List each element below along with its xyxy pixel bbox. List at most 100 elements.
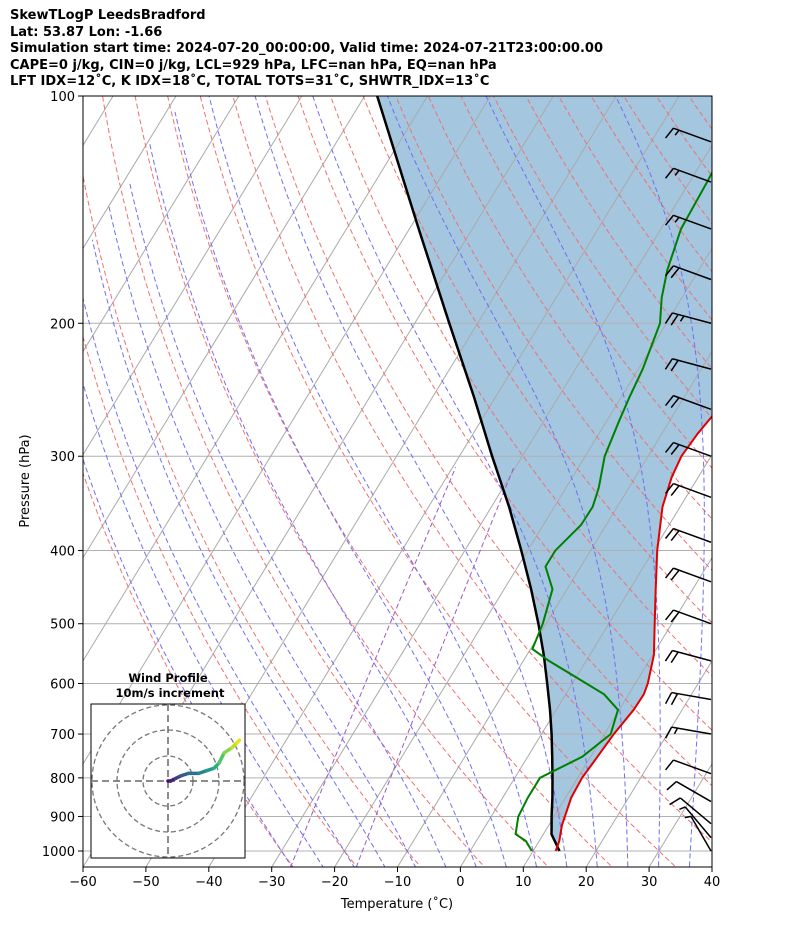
wind-barb bbox=[666, 780, 712, 803]
wind-barb-flag bbox=[670, 693, 679, 706]
moist-adiabat bbox=[83, 296, 355, 867]
wind-barb bbox=[664, 482, 712, 498]
dry-adiabat bbox=[83, 334, 358, 867]
dry-adiabat bbox=[330, 96, 712, 677]
y-tick-label: 800 bbox=[50, 772, 75, 787]
wind-barb-flag bbox=[664, 127, 674, 139]
wind-barb-staff bbox=[671, 691, 712, 701]
mixing-ratio-line bbox=[290, 467, 457, 867]
wind-barb-staff bbox=[672, 312, 712, 325]
wind-barb-flag bbox=[670, 611, 680, 623]
wind-barb-staff bbox=[673, 759, 712, 775]
wind-barb-flag bbox=[664, 483, 674, 494]
wind-barb-flag bbox=[670, 651, 679, 664]
wind-barb-half bbox=[684, 815, 692, 819]
mixing-ratio-line bbox=[355, 467, 515, 867]
wind-barb-staff bbox=[690, 815, 712, 852]
wind-barb-staff bbox=[673, 394, 712, 411]
x-tick-label: −50 bbox=[132, 875, 159, 890]
chart-title: SkewTLogP LeedsBradford bbox=[10, 8, 206, 23]
wind-barb bbox=[664, 609, 712, 625]
y-tick-label: 100 bbox=[50, 90, 75, 105]
x-tick-label: 20 bbox=[578, 875, 595, 890]
dry-adiabat bbox=[102, 96, 486, 867]
cape-cin-shading bbox=[377, 96, 712, 851]
wind-barb-staff bbox=[673, 127, 712, 143]
wind-barb-staff bbox=[673, 265, 712, 281]
hodograph-ring-30 bbox=[91, 704, 245, 858]
y-axis-label: Pressure (hPa) bbox=[18, 434, 33, 527]
moist-adiabat bbox=[615, 96, 705, 867]
wind-barb-flag bbox=[669, 797, 681, 806]
isotherm bbox=[766, 79, 794, 882]
wind-barb-flag bbox=[664, 528, 674, 539]
y-tick-label: 900 bbox=[50, 810, 75, 825]
wind-barb-staff bbox=[673, 527, 712, 543]
x-tick-label: −10 bbox=[384, 875, 411, 890]
wind-barb-staff bbox=[673, 567, 712, 583]
indices-line-2: LFT IDX=12˚C, K IDX=18˚C, TOTAL TOTS=31˚… bbox=[10, 74, 490, 90]
wind-barb bbox=[664, 441, 712, 457]
x-tick-label: −40 bbox=[195, 875, 222, 890]
wind-barb-flag bbox=[670, 359, 679, 372]
wind-barb-flag bbox=[664, 358, 673, 370]
wind-barb bbox=[664, 691, 712, 706]
wind-barb-flag bbox=[666, 82, 674, 92]
y-axis: 100 200 300 400 500 600 700 800 900 1000 bbox=[42, 90, 83, 860]
moist-adiabat bbox=[208, 96, 538, 867]
wind-barb bbox=[664, 214, 712, 230]
wind-profile-inset: Wind Profile 10m/s increment bbox=[90, 671, 246, 859]
wind-barb-flag bbox=[670, 444, 680, 455]
isotherm bbox=[711, 866, 712, 867]
y-tick-label: 200 bbox=[50, 317, 75, 332]
wind-barb-staff bbox=[708, 96, 711, 97]
wind-barb-flag bbox=[664, 442, 674, 453]
wind-barb-flag bbox=[664, 167, 674, 179]
wind-barb-staff bbox=[673, 441, 712, 457]
moist-adiabat bbox=[485, 96, 661, 867]
wind-barb bbox=[664, 167, 712, 183]
x-tick-label: 10 bbox=[515, 875, 532, 890]
wind-barb-staff bbox=[673, 214, 712, 230]
isotherm bbox=[83, 96, 492, 765]
dry-adiabat bbox=[590, 96, 712, 273]
moist-adiabat bbox=[148, 141, 477, 867]
wind-barb bbox=[664, 358, 712, 372]
x-tick-label: −60 bbox=[69, 875, 96, 890]
wind-barb-flag bbox=[670, 267, 680, 279]
dry-adiabat bbox=[395, 96, 712, 572]
y-tick-label: 700 bbox=[50, 728, 75, 743]
dry-adiabat bbox=[362, 96, 712, 624]
x-axis: −60 −50 −40 −30 −20 −10 0 10 20 30 40 bbox=[69, 867, 720, 890]
mixing-ratio-lines bbox=[290, 467, 515, 867]
isotherm bbox=[83, 96, 177, 250]
wind-barb-half bbox=[674, 169, 680, 176]
wind-barb-half bbox=[679, 806, 686, 810]
wind-barb-flag bbox=[664, 265, 674, 277]
wind-barb bbox=[664, 312, 712, 326]
y-tick-label: 1000 bbox=[42, 845, 75, 860]
y-tick-label: 400 bbox=[50, 545, 75, 560]
wind-barb bbox=[664, 265, 712, 281]
moist-adiabat bbox=[719, 96, 765, 882]
wind-barb bbox=[664, 649, 712, 664]
isotherm bbox=[396, 350, 712, 867]
wind-barb-half bbox=[673, 727, 679, 735]
x-tick-label: 0 bbox=[456, 875, 464, 890]
x-tick-label: 30 bbox=[641, 875, 658, 890]
isotherm bbox=[522, 556, 712, 867]
dry-adiabat bbox=[492, 96, 712, 419]
time-line: Simulation start time: 2024-07-20_00:00:… bbox=[10, 41, 603, 57]
dry-adiabat bbox=[232, 96, 712, 843]
isotherm bbox=[83, 96, 303, 456]
wind-barb bbox=[664, 567, 712, 583]
dry-adiabat bbox=[623, 96, 712, 225]
location-line: Lat: 53.87 Lon: -1.66 bbox=[10, 24, 163, 40]
wind-barb-half bbox=[675, 84, 679, 89]
moist-adiabat bbox=[254, 96, 568, 867]
wind-barb bbox=[669, 797, 712, 825]
wind-barb bbox=[684, 815, 712, 852]
wind-barb-flag bbox=[670, 569, 680, 581]
wind-barb-half bbox=[674, 216, 680, 223]
